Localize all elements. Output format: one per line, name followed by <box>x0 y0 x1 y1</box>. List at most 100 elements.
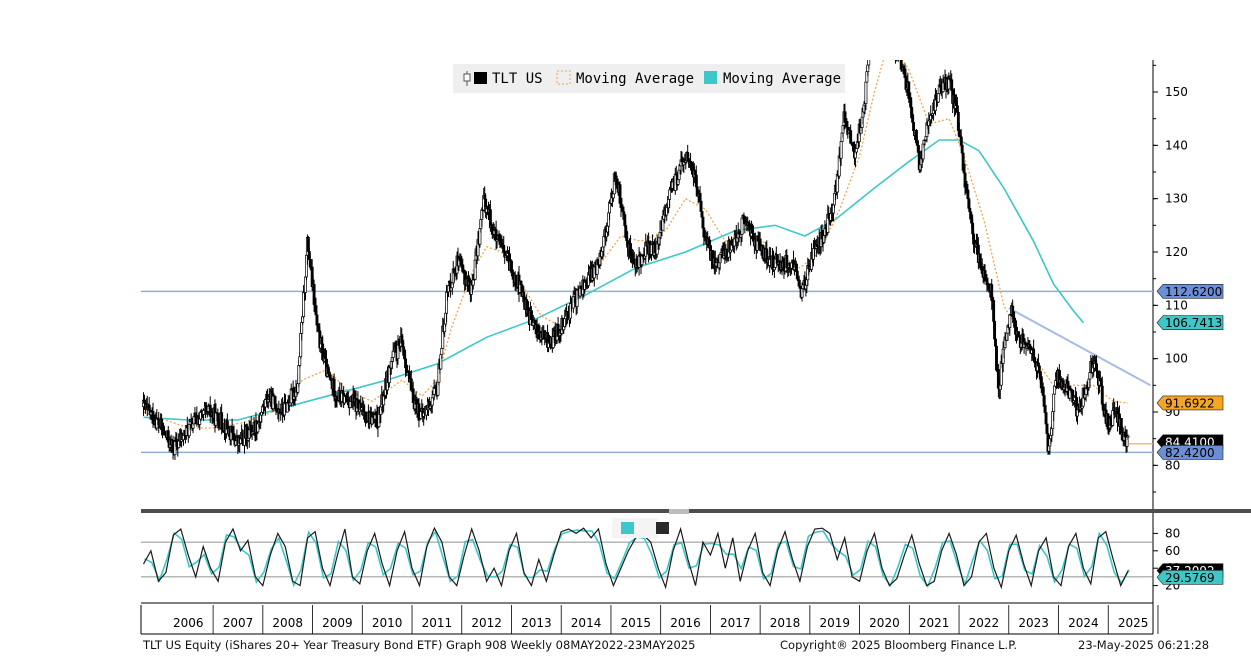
x-tick-label-2023: 2023 <box>1018 616 1049 630</box>
x-tick-label-2014: 2014 <box>571 616 602 630</box>
legend-swatch-ma-orange <box>556 70 571 85</box>
lower-y-tick-label: 80 <box>1165 526 1180 540</box>
legend-label-ma-orange: Moving Average <box>576 71 694 87</box>
candle-body <box>879 18 881 29</box>
x-tick-label-2024: 2024 <box>1068 616 1099 630</box>
candle-body <box>864 81 868 104</box>
legend[interactable]: TLT US Moving Average Moving Average <box>453 64 845 93</box>
candle-body <box>886 33 888 40</box>
candle-body <box>701 216 705 229</box>
candle-body <box>1088 372 1092 380</box>
candle-body <box>854 148 858 153</box>
candle-body <box>877 14 879 20</box>
x-tick-label-2013: 2013 <box>521 616 552 630</box>
candle-body <box>899 52 901 55</box>
candle-body <box>702 227 706 238</box>
candle-body <box>312 284 316 305</box>
candle-body <box>887 38 889 40</box>
x-tick-label-2008: 2008 <box>272 616 303 630</box>
x-tick-label-2016: 2016 <box>670 616 701 630</box>
candle-body <box>995 345 998 371</box>
legend-box <box>453 64 845 93</box>
candle-body <box>668 189 672 200</box>
main-value-label-1-text: 112.6200 <box>1165 285 1222 299</box>
x-tick-label-2020: 2020 <box>869 616 900 630</box>
candle-body <box>889 36 891 46</box>
legend-candle-icon-body <box>463 73 471 82</box>
candle-body <box>968 207 972 213</box>
x-tick-label-2019: 2019 <box>819 616 850 630</box>
x-tick-label-2010: 2010 <box>372 616 403 630</box>
candle-body <box>1100 385 1104 405</box>
legend-label-tlt: TLT US <box>492 71 543 87</box>
main-value-label-3-text: 91.6922 <box>1165 396 1215 410</box>
main-value-label-2-text: 106.7413 <box>1165 316 1222 330</box>
candle-body <box>839 141 843 159</box>
candle-body <box>878 19 880 28</box>
candle-body <box>876 14 878 19</box>
lower-value-label-2-text: 29.5769 <box>1165 571 1215 585</box>
footer-description: TLT US Equity (iShares 20+ Year Treasury… <box>143 638 696 652</box>
moving-average-cyan <box>143 139 1085 421</box>
candle-body <box>440 348 444 355</box>
plot-area <box>141 8 1153 460</box>
lower-value-label-2-tag <box>1156 569 1224 585</box>
y-tick-label: 140 <box>1165 138 1188 152</box>
candle-body <box>907 81 911 99</box>
candle-body <box>936 93 940 103</box>
candle-body <box>618 184 622 204</box>
candle-body <box>880 18 882 31</box>
x-tick-label-2009: 2009 <box>322 616 353 630</box>
x-tick-label-2022: 2022 <box>969 616 1000 630</box>
candle-body <box>897 51 899 58</box>
candle-body <box>391 350 395 358</box>
lower-y-tick-label: 60 <box>1165 544 1180 558</box>
candle-body <box>890 43 892 46</box>
candle-body <box>893 45 895 53</box>
main-value-label-1-tag <box>1156 284 1224 299</box>
x-tick-label-2015: 2015 <box>621 616 652 630</box>
candle-body <box>894 45 896 56</box>
candle-body <box>740 217 744 235</box>
candle-body <box>950 79 954 91</box>
candle-body <box>1036 362 1040 367</box>
candle-body <box>315 314 319 326</box>
x-tick-label-2006: 2006 <box>173 616 204 630</box>
y-tick-label: 130 <box>1165 192 1188 206</box>
lower-legend-bg <box>612 518 658 538</box>
candle-body <box>1008 314 1012 328</box>
legend-swatch-tlt <box>474 72 487 84</box>
y-tick-label: 120 <box>1165 245 1188 259</box>
main-value-label-3-tag <box>1156 395 1224 411</box>
x-tick-label-2007: 2007 <box>223 616 254 630</box>
candle-body <box>993 320 997 340</box>
lower-legend-black-swatch <box>656 522 669 534</box>
y-tick-label: 110 <box>1165 298 1188 312</box>
candle-body <box>883 21 885 31</box>
candle-body <box>867 60 871 66</box>
moving-average-orange <box>143 60 1129 429</box>
candle-body <box>899 60 903 70</box>
candle-body <box>874 8 876 22</box>
candle-body <box>297 365 301 384</box>
legend-label-ma-cyan: Moving Average <box>723 71 841 87</box>
x-tick-label-2011: 2011 <box>422 616 453 630</box>
y-tick-label: 80 <box>1165 458 1180 472</box>
candle-body <box>869 35 871 55</box>
candle-body <box>875 8 877 19</box>
candle-body <box>870 31 872 35</box>
candle-body <box>895 46 897 56</box>
x-tick-label-2018: 2018 <box>770 616 801 630</box>
candle-body <box>1126 435 1130 438</box>
candle-body <box>873 18 875 23</box>
x-tick-label-2025: 2025 <box>1118 616 1149 630</box>
lower-legend-cyan-swatch <box>621 522 634 534</box>
candle-body <box>990 284 994 301</box>
candle-body <box>898 51 900 52</box>
candle-body <box>966 189 970 200</box>
candle-body <box>888 36 890 37</box>
main-value-label-2-tag <box>1156 315 1224 331</box>
candle-body <box>891 36 893 53</box>
panel-divider <box>141 509 1251 513</box>
